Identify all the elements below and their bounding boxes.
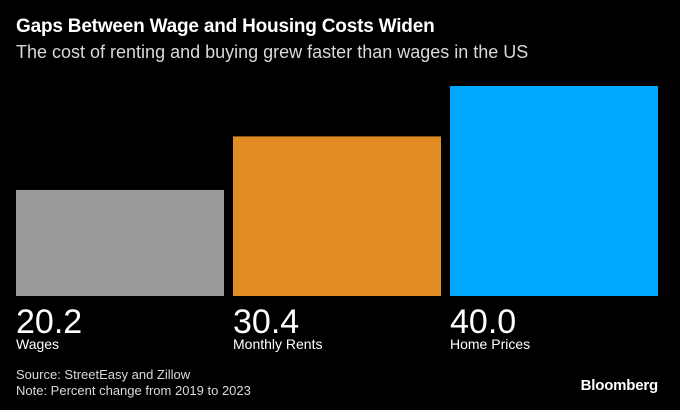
- chart-title: Gaps Between Wage and Housing Costs Wide…: [16, 16, 435, 37]
- category-label: Home Prices: [450, 336, 530, 352]
- bar-wages: [16, 189, 224, 296]
- value-label: 30.4: [233, 303, 299, 341]
- source-note: Source: StreetEasy and Zillow: [16, 367, 191, 382]
- bloomberg-logo: Bloomberg: [580, 377, 659, 394]
- category-label: Monthly Rents: [233, 336, 322, 352]
- value-label: 20.2: [16, 303, 82, 341]
- value-label: 40.0: [450, 303, 516, 341]
- chart-subtitle: The cost of renting and buying grew fast…: [16, 42, 529, 62]
- method-note: Note: Percent change from 2019 to 2023: [16, 383, 251, 398]
- category-label: Wages: [16, 336, 59, 352]
- bar-monthly-rents: [233, 136, 441, 296]
- bar-home-prices: [450, 86, 658, 296]
